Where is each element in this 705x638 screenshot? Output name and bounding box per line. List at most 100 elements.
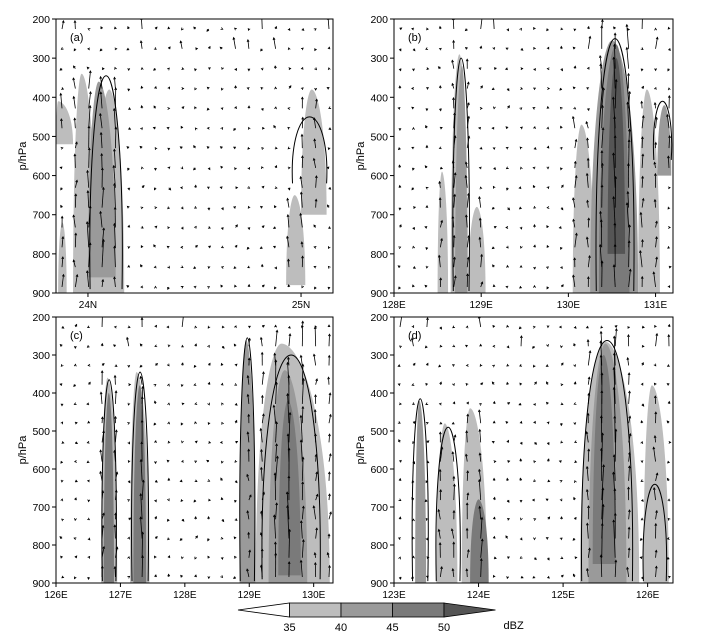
wind-vector-head [572,218,576,222]
wind-vector-head [262,371,265,375]
wind-vector-head [168,187,172,191]
wind-vector [655,333,658,347]
wind-vector [574,161,576,168]
wind-vector-head [287,187,291,191]
wind-vector-head [154,85,157,89]
wind-vector-head [193,145,196,149]
plot-area [397,19,673,293]
wind-vector-head [641,85,645,89]
reflectivity-cell [278,400,301,576]
wind-vector [140,517,143,539]
wind-vector-head [233,266,237,269]
wind-vector [246,474,250,481]
wind-vector-head [491,246,495,250]
y-tick-label: 500 [370,131,388,143]
wind-vector-head [533,537,536,541]
wind-vector-head [439,108,442,112]
wind-vector-head [559,537,563,541]
wind-vector [301,457,304,481]
wind-vector-head [74,555,78,559]
wind-vector-head [668,135,671,138]
wind-vector-head [639,556,643,560]
wind-vector-head [247,27,251,31]
wind-vector-head [221,66,224,70]
wind-vector-head [504,67,508,71]
wind-vector-head [153,400,157,404]
wind-vector-head [640,100,644,104]
wind-vector-head [440,166,444,170]
wind-vector-head [274,65,277,69]
wind-vector-head [113,325,117,329]
wind-vector-head [640,460,644,464]
wind-vector-head [492,324,496,328]
wind-vector-head [412,555,415,559]
wind-vector-head [654,565,658,569]
wind-vector-head [207,516,211,520]
wind-vector-head [219,146,223,149]
wind-vector-head [412,68,415,72]
wind-vector-head [397,265,401,269]
wind-vector-head [286,197,290,201]
plot-frame [55,18,334,294]
wind-vector-head [653,198,657,202]
wind-vector [613,264,616,288]
wind-vector-head [439,344,443,348]
wind-vector-head [492,420,496,424]
wind-vector-head [397,147,401,151]
wind-vector [465,454,468,462]
wind-vector-head [506,187,509,191]
wind-vector-head [546,145,550,149]
wind-vector-head [272,514,276,518]
wind-vector-head [59,166,63,170]
wind-vector-head [518,402,522,406]
wind-vector-head [314,175,318,179]
wind-vector-head [312,353,316,357]
wind-vector-head [506,381,509,385]
wind-vector-head [61,441,65,444]
wind-vector-head [73,153,77,157]
wind-vector-head [127,459,131,463]
wind-vector-head [640,440,644,444]
wind-vector-head [261,166,264,170]
wind-vector-head [627,509,631,513]
wind-vector-head [167,440,171,444]
wind-vector-head [479,107,483,110]
wind-vector [101,239,104,268]
wind-vector-head [207,576,211,580]
wind-vector-head [299,520,303,524]
wind-vector-head [452,364,455,367]
wind-vector-head [559,45,563,49]
wind-vector-head [139,343,143,347]
wind-vector-head [613,134,617,138]
wind-vector [585,121,589,129]
wind-vector-head [179,40,183,44]
wind-vector [600,555,603,578]
wind-vector-head [208,245,212,249]
wind-vector [101,279,104,288]
wind-vector [655,117,658,129]
wind-vector-head [74,576,77,580]
wind-vector-head [114,66,117,70]
wind-vector-head [588,254,591,258]
reflectivity-cell [56,101,74,145]
wind-vector-head [452,344,456,348]
wind-vector-head [206,146,210,149]
wind-vector-head [520,48,524,51]
wind-vector-head [315,98,318,102]
wind-vector-head [99,75,103,79]
wind-vector-head [127,264,131,268]
wind-vector [113,277,116,288]
y-tick-label: 700 [32,210,50,222]
wind-vector-head [491,441,495,444]
wind-vector-head [194,205,198,209]
wind-vector-head [667,498,671,502]
wind-vector-head [99,48,103,52]
wind-vector-head [99,470,103,474]
wind-vector-head [327,471,331,475]
wind-vector [328,511,332,520]
wind-vector-head [220,575,224,578]
y-tick-label: 300 [32,350,50,362]
wind-vector-head [87,577,91,581]
y-tick-label: 300 [32,53,50,65]
